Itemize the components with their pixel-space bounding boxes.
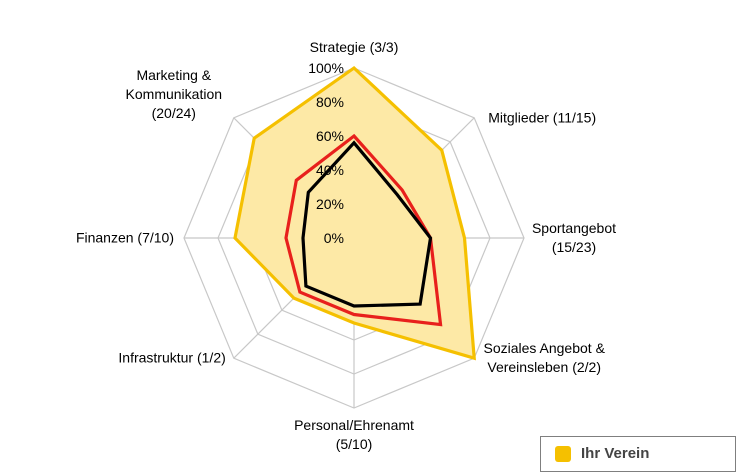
axis-label-5: Infrastruktur (1/2) xyxy=(118,350,225,366)
legend-swatch-ihr-verein xyxy=(555,446,571,462)
radar-series xyxy=(233,65,476,361)
series-0-polygon xyxy=(233,65,476,361)
tick-label-100: 100% xyxy=(308,60,344,76)
series-1-polygon xyxy=(284,133,443,327)
axis-label-2: Sportangebot (15/23) xyxy=(532,220,616,255)
axis-label-3: Soziales Angebot & Vereinsleben (2/2) xyxy=(483,340,605,375)
radial-tick-labels: 0% 20% 40% 60% 80% 100% xyxy=(308,60,344,246)
axis-label-6: Finanzen (7/10) xyxy=(76,230,174,246)
axis-label-4: Personal/Ehrenamt (5/10) xyxy=(294,417,414,452)
axis-label-0: Strategie (3/3) xyxy=(310,39,399,55)
tick-label-0: 0% xyxy=(324,230,344,246)
legend-label-ihr-verein: Ihr Verein xyxy=(581,445,650,462)
legend: Ihr Verein xyxy=(540,436,736,472)
tick-label-20: 20% xyxy=(316,196,344,212)
axis-label-7: Marketing & Kommunikation (20/24) xyxy=(126,67,223,121)
tick-label-80: 80% xyxy=(316,94,344,110)
axis-labels: Strategie (3/3) Mitglieder (11/15) Sportan… xyxy=(76,39,616,452)
tick-label-60: 60% xyxy=(316,128,344,144)
series-2-polygon xyxy=(301,140,433,308)
tick-label-40: 40% xyxy=(316,162,344,178)
axis-label-1: Mitglieder (11/15) xyxy=(488,109,596,125)
